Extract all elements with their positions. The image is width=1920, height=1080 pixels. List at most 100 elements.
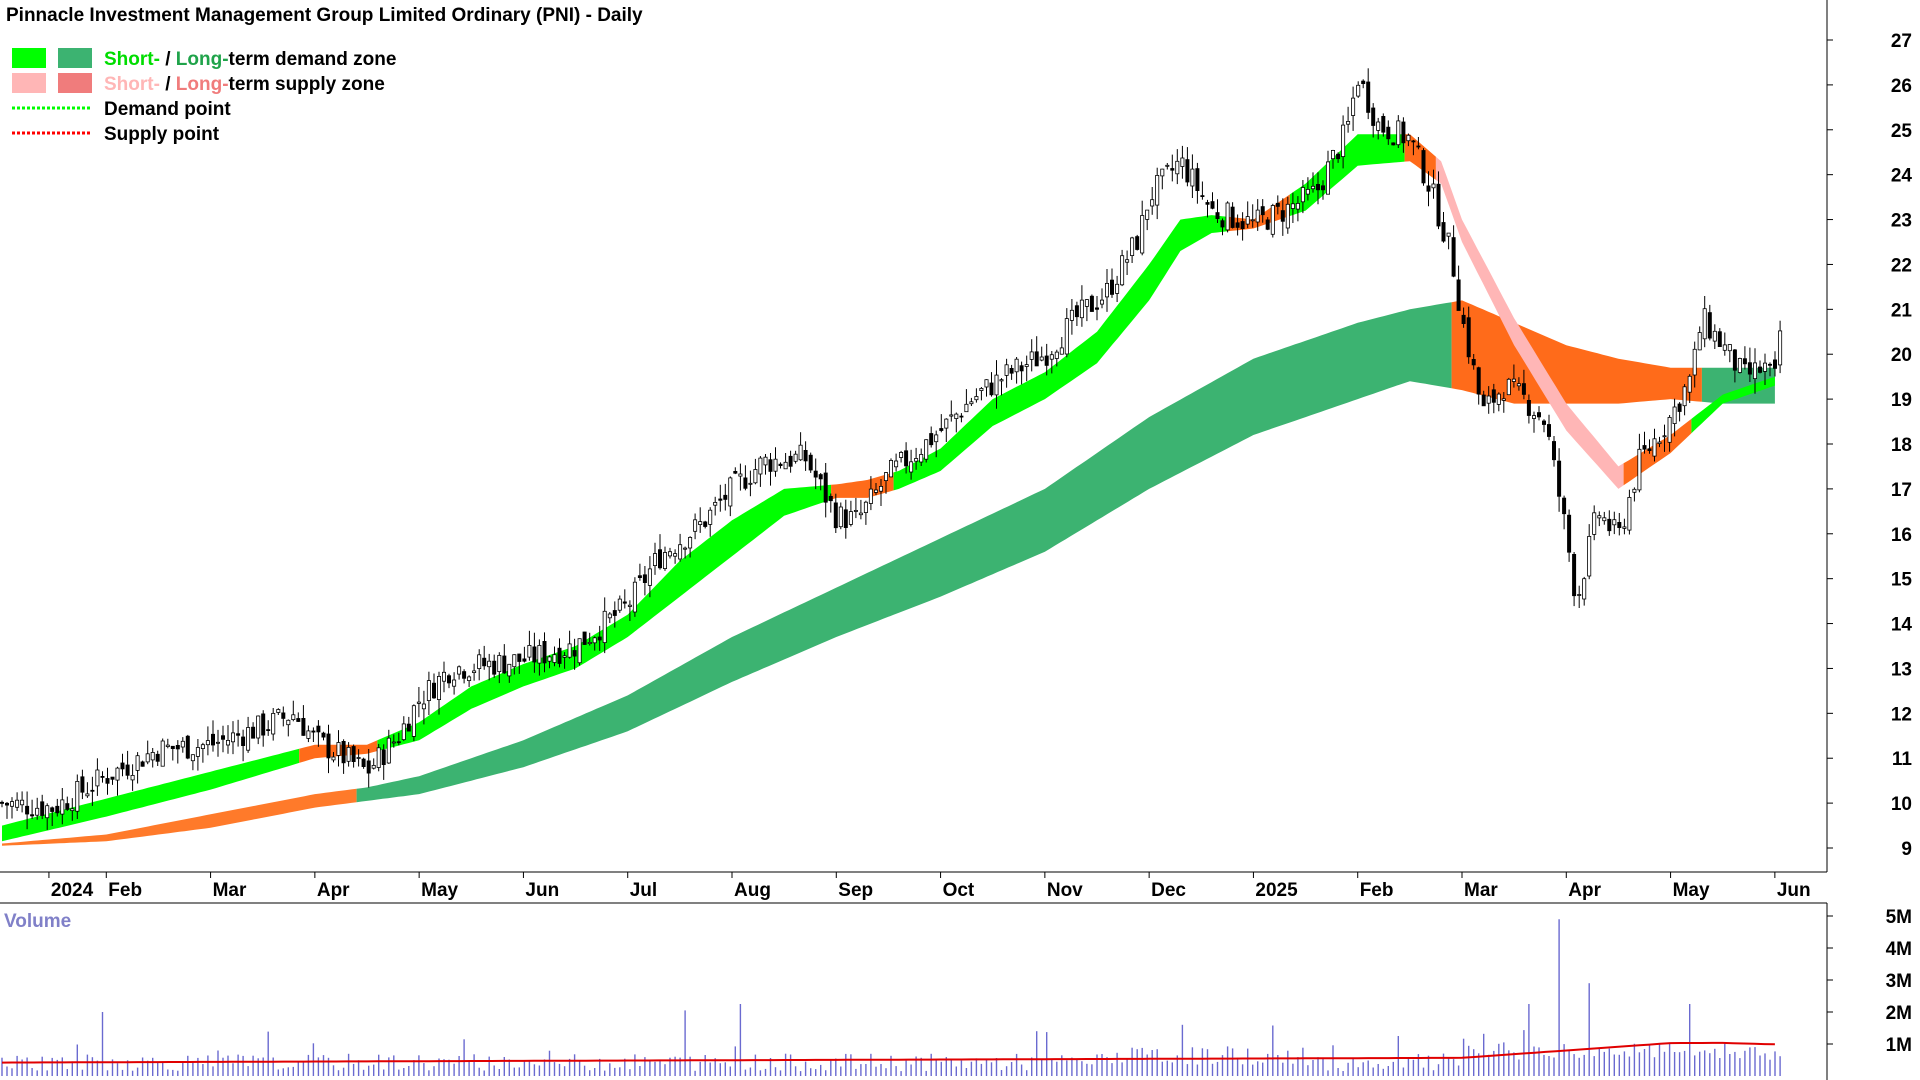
- candle-body: [743, 477, 748, 489]
- candle-body: [1200, 195, 1205, 198]
- candle-body: [688, 537, 693, 549]
- candle-body: [1702, 308, 1707, 340]
- candle-body: [663, 552, 668, 570]
- candle-body: [1557, 460, 1562, 497]
- candle-body: [457, 666, 462, 675]
- candle-body: [547, 656, 552, 662]
- candle-body: [1426, 185, 1431, 192]
- legend-label-part: Short-: [104, 49, 160, 70]
- candle-body: [60, 799, 65, 815]
- candle-body: [406, 723, 411, 732]
- candle-body: [502, 655, 507, 674]
- candle-body: [1401, 121, 1406, 144]
- candle-body: [758, 457, 763, 475]
- candle-body: [929, 433, 934, 446]
- candle-body: [251, 726, 256, 739]
- candle-body: [205, 740, 210, 746]
- candle-body: [1014, 358, 1019, 373]
- candle-body: [401, 723, 406, 741]
- candle-body: [637, 575, 642, 579]
- candle-body: [969, 401, 974, 405]
- candle-body: [135, 755, 140, 771]
- candle-body: [1190, 168, 1195, 187]
- candle-body: [1295, 202, 1300, 210]
- candle-body: [1110, 279, 1115, 295]
- candle-body: [1311, 185, 1316, 190]
- candle-body: [281, 712, 286, 719]
- candle-body: [241, 736, 246, 747]
- candle-body: [1100, 299, 1105, 305]
- legend: Short- / Long-term demand zone Short- / L…: [12, 48, 396, 145]
- candle-body: [35, 807, 40, 816]
- candle-body: [668, 551, 673, 557]
- legend-label-part: /: [160, 49, 176, 70]
- candle-body: [1240, 221, 1245, 229]
- candle-body: [919, 453, 924, 463]
- candle-body: [1727, 344, 1732, 352]
- candle-body: [75, 781, 80, 812]
- candle-body: [1205, 202, 1210, 205]
- candle-body: [190, 754, 195, 762]
- candle-body: [823, 472, 828, 503]
- candle-body: [472, 670, 477, 674]
- candle-body: [904, 450, 909, 467]
- legend-label: Short- / Long-term supply zone: [104, 74, 385, 95]
- candle-body: [1552, 441, 1557, 461]
- time-tick-label: Jun: [525, 880, 559, 901]
- candle-body: [452, 679, 457, 687]
- candle-body: [426, 680, 431, 701]
- candle-body: [693, 519, 698, 532]
- candle-body: [1758, 366, 1763, 373]
- candle-body: [1763, 362, 1768, 372]
- candle-body: [1421, 150, 1426, 184]
- legend-swatch-long: [58, 48, 92, 68]
- volume-tick-label: 1M: [1886, 1035, 1912, 1056]
- legend-label: Short- / Long-term demand zone: [104, 49, 396, 70]
- candle-body: [120, 762, 125, 770]
- candle-body: [1577, 594, 1582, 596]
- time-tick-label: Jul: [630, 880, 657, 901]
- candle-body: [195, 747, 200, 757]
- candle-body: [1572, 554, 1577, 597]
- candle-body: [562, 655, 567, 658]
- candle-body: [1471, 358, 1476, 366]
- candle-body: [467, 676, 472, 682]
- candle-body: [1331, 149, 1336, 160]
- candle-body: [1024, 364, 1029, 367]
- price-tick-label: 10: [1891, 794, 1912, 815]
- candle-body: [1285, 203, 1290, 229]
- candle-body: [396, 741, 401, 744]
- candle-body: [1677, 403, 1682, 412]
- candle-body: [1521, 383, 1526, 395]
- candle-body: [9, 801, 14, 807]
- price-tick-label: 26: [1891, 76, 1912, 97]
- candle-body: [818, 474, 823, 480]
- candle-body: [1687, 375, 1692, 393]
- candle-body: [1381, 116, 1386, 133]
- candle-body: [1537, 412, 1542, 418]
- candle-body: [160, 740, 165, 767]
- candle-body: [436, 676, 441, 701]
- candle-body: [828, 495, 833, 502]
- candle-body: [130, 775, 135, 781]
- candle-body: [1225, 202, 1230, 231]
- candle-body: [1717, 331, 1722, 348]
- chart-title: Pinnacle Investment Management Group Lim…: [6, 5, 643, 26]
- candle-body: [1361, 80, 1366, 84]
- candle-body: [1461, 314, 1466, 324]
- candle-body: [1627, 496, 1632, 531]
- candle-body: [1602, 517, 1607, 522]
- candle-body: [517, 653, 522, 662]
- candle-body: [778, 463, 783, 467]
- candle-body: [1336, 153, 1341, 160]
- candle-body: [527, 645, 532, 658]
- candle-body: [1074, 305, 1079, 318]
- candle-body: [366, 760, 371, 774]
- time-tick-label: Feb: [1360, 880, 1394, 901]
- candle-body: [165, 744, 170, 747]
- candle-body: [100, 776, 105, 778]
- time-tick-label: 2024: [51, 880, 94, 901]
- candle-body: [1526, 399, 1531, 416]
- price-tick-label: 9: [1901, 839, 1912, 860]
- candle-body: [1280, 210, 1285, 222]
